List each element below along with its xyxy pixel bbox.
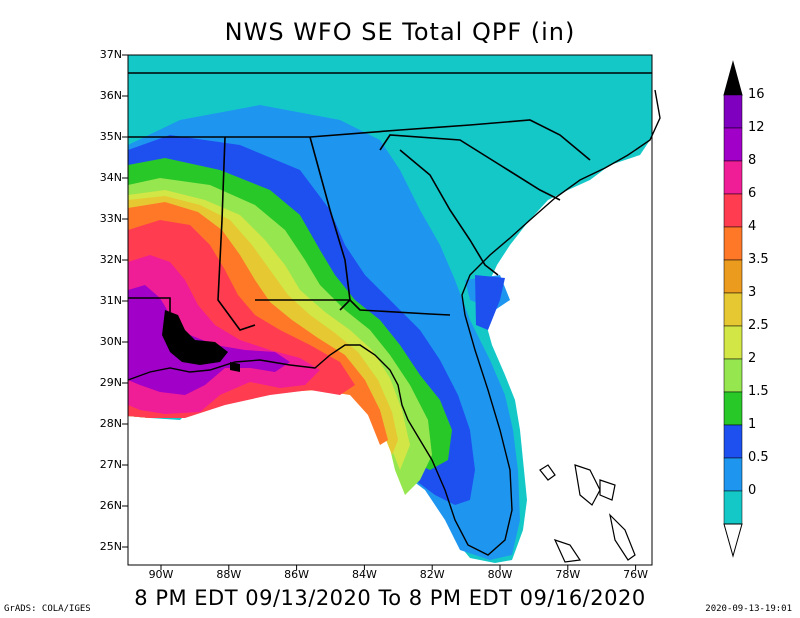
qpf-16-region <box>162 310 228 365</box>
qpf-1-coast <box>475 275 505 330</box>
colorbar-label: 0.5 <box>748 450 769 465</box>
colorbar-label: 8 <box>748 153 757 168</box>
lat-label: 31N <box>99 294 122 307</box>
colorbar-label: 16 <box>748 87 765 102</box>
lon-label: 78W <box>555 568 581 581</box>
lon-label: 88W <box>216 568 242 581</box>
map-frame <box>127 54 653 566</box>
lat-label: 34N <box>99 171 122 184</box>
lat-label: 36N <box>99 89 122 102</box>
colorbar-bottom-arrow <box>723 523 743 558</box>
lon-label: 82W <box>419 568 445 581</box>
grads-credit: GrADS: COLA/IGES <box>4 604 91 614</box>
colorbar-swatch <box>723 391 743 426</box>
colorbar-swatch <box>723 358 743 393</box>
colorbar-swatch <box>723 226 743 261</box>
colorbar-label: 1 <box>748 417 757 432</box>
colorbar-swatch <box>723 457 743 492</box>
colorbar-label: 6 <box>748 186 757 201</box>
colorbar-label: 3.5 <box>748 252 769 267</box>
colorbar-label: 2.5 <box>748 318 769 333</box>
colorbar-swatch <box>723 325 743 360</box>
colorbar-top-arrow <box>723 60 743 96</box>
lon-ticks <box>160 565 637 570</box>
lat-label: 37N <box>99 48 122 61</box>
colorbar-swatch <box>723 127 743 162</box>
map-title: NWS WFO SE Total QPF (in) <box>224 18 576 46</box>
lat-ticks <box>122 54 128 548</box>
lat-label: 26N <box>99 499 122 512</box>
colorbar-swatch <box>723 160 743 195</box>
timestamp: 2020-09-13-19:01 <box>705 604 792 614</box>
lat-label: 35N <box>99 130 122 143</box>
colorbar-swatch <box>723 292 743 327</box>
colorbar-label: 1.5 <box>748 384 769 399</box>
coastline <box>127 89 661 556</box>
colorbar-swatch <box>723 424 743 459</box>
lat-label: 33N <box>99 212 122 225</box>
lon-label: 76W <box>623 568 649 581</box>
valid-period: 8 PM EDT 09/13/2020 To 8 PM EDT 09/16/20… <box>134 586 646 610</box>
lat-label: 28N <box>99 417 122 430</box>
lat-label: 25N <box>99 540 122 553</box>
colorbar <box>723 60 743 558</box>
lon-label: 86W <box>284 568 310 581</box>
colorbar-label: 4 <box>748 219 757 234</box>
lat-label: 29N <box>99 376 122 389</box>
lat-label: 32N <box>99 253 122 266</box>
colorbar-label: 2 <box>748 351 757 366</box>
colorbar-swatch <box>723 490 743 525</box>
lat-label: 27N <box>99 458 122 471</box>
colorbar-label: 0 <box>748 483 757 498</box>
lon-label: 90W <box>148 568 174 581</box>
bahamas-outline <box>539 464 636 563</box>
colorbar-swatch <box>723 193 743 228</box>
lat-label: 30N <box>99 335 122 348</box>
qpf-16-spot <box>230 362 240 372</box>
colorbar-swatch <box>723 94 743 129</box>
colorbar-swatch <box>723 259 743 294</box>
lon-label: 84W <box>351 568 377 581</box>
state-boundaries <box>128 72 652 331</box>
colorbar-label: 12 <box>748 120 765 135</box>
colorbar-label: 3 <box>748 285 757 300</box>
lon-label: 80W <box>487 568 513 581</box>
